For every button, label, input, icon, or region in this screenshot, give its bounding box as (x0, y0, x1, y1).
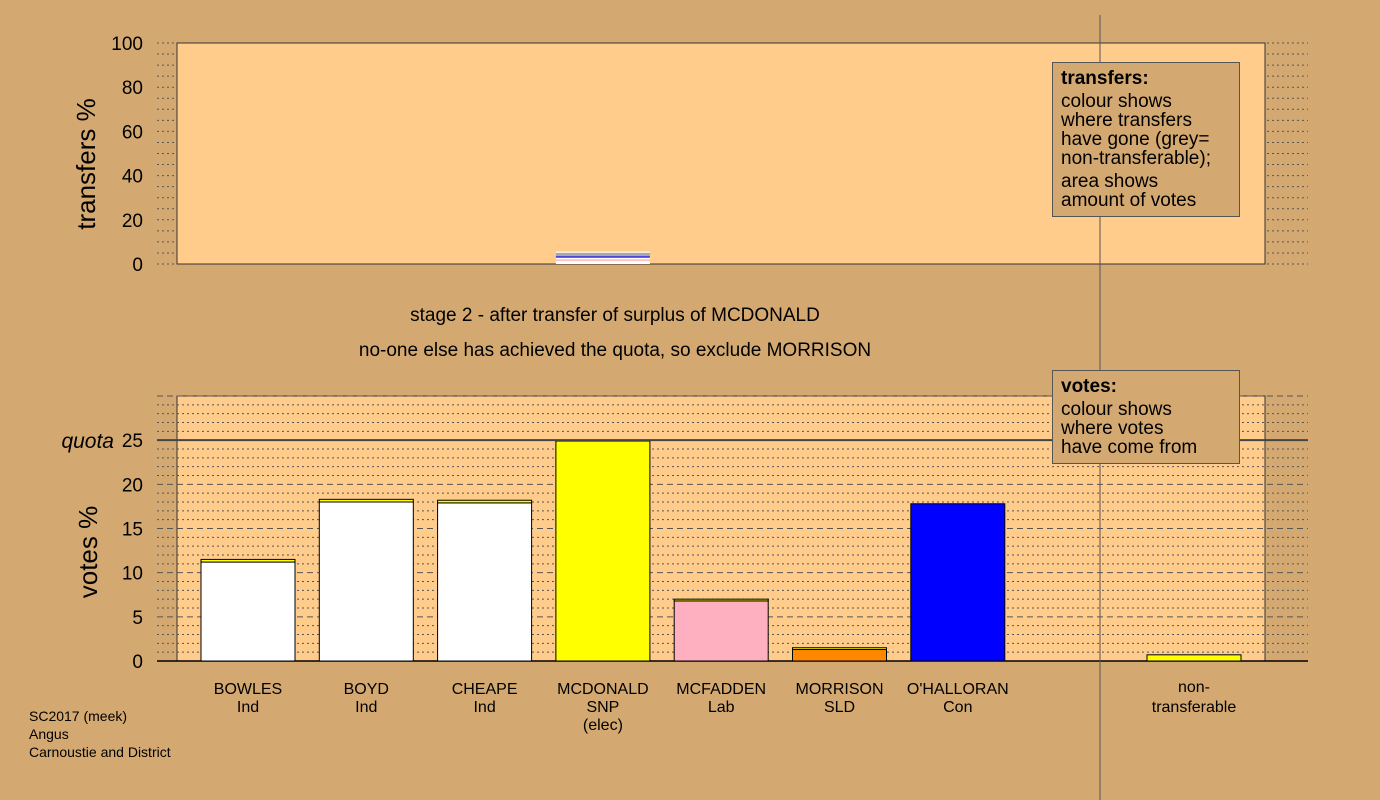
transfers-legend-line: have gone (grey= (1061, 129, 1210, 150)
transfer-segment (555, 259, 650, 261)
vote-bar-morrison (792, 649, 887, 662)
vote-bar-transfer-segment (792, 647, 887, 651)
votes-y-tick-label: 25 (122, 431, 143, 452)
transfers-legend-line: colour shows (1061, 91, 1172, 112)
transfer-segment (555, 257, 650, 260)
vote-bar-boyd (318, 501, 414, 662)
action-caption: no-one else has achieved the quota, so e… (358, 340, 872, 361)
candidate-name-label: BOYD (344, 681, 389, 698)
votes-y-tick-label: 10 (122, 564, 143, 585)
transfers-y-axis-label: transfers % (71, 98, 101, 230)
candidate-party-label: Lab (708, 699, 735, 716)
transfers-y-tick-label: 20 (122, 211, 143, 232)
vote-bar-transfer-segment (318, 498, 414, 503)
transfer-segment (555, 256, 650, 258)
candidate-name-label: O'HALLORAN (907, 681, 1009, 698)
candidate-party-label: Ind (237, 699, 259, 716)
candidate-name-label: MORRISON (796, 681, 884, 698)
transfers-legend-line: non-transferable); (1061, 148, 1211, 169)
vote-bar-ohalloran (910, 503, 1006, 662)
vote-bar-mcfadden (673, 600, 769, 662)
transfers-legend-line: amount of votes (1061, 190, 1197, 211)
transfers-y-tick-label: 60 (122, 122, 143, 143)
candidate-party-label: Ind (473, 699, 495, 716)
transfers-y-tick-label: 40 (122, 167, 143, 188)
candidate-name-label: BOWLES (214, 681, 282, 698)
vote-bar-transfer-segment (437, 499, 533, 504)
votes-y-tick-label: 0 (132, 652, 143, 673)
transfers-legend: transfers: colour shows where transfers … (1052, 62, 1240, 217)
transfers-y-tick-label: 0 (132, 255, 143, 276)
votes-legend-line: colour shows (1061, 399, 1172, 420)
vote-bar-cheape (437, 502, 533, 662)
non-transferable-bar (1146, 654, 1242, 662)
stage-caption: stage 2 - after transfer of surplus of M… (410, 305, 820, 326)
votes-legend-title: votes: (1061, 376, 1117, 397)
transfers-y-tick-label: 100 (111, 34, 143, 55)
candidate-party-label: Ind (355, 699, 377, 716)
transfers-y-ticks: 0 20 40 60 80 100 (111, 34, 143, 276)
transfer-segment (555, 252, 650, 257)
footer-election: SC2017 (meek) (29, 708, 128, 724)
votes-y-tick-label: 5 (132, 608, 143, 629)
candidate-party-label: SNP (586, 699, 619, 716)
footer-council: Angus (29, 726, 69, 742)
votes-y-tick-label: 15 (122, 520, 143, 541)
vote-bar-bowles (200, 561, 296, 662)
votes-legend-line: where votes (1061, 418, 1164, 439)
votes-y-ticks: 0 5 10 15 20 25 (122, 431, 143, 673)
vote-bar-transfer-segment (200, 558, 296, 563)
candidate-status-label: (elec) (583, 717, 623, 734)
quota-label: quota (61, 430, 114, 453)
transfers-legend-title: transfers: (1061, 68, 1149, 89)
candidate-name-label: CHEAPE (452, 681, 518, 698)
votes-y-tick-label: 20 (122, 475, 143, 496)
candidate-party-label: Con (943, 699, 972, 716)
transfers-y-tick-label: 80 (122, 78, 143, 99)
vote-bar-transfer-segment (673, 598, 769, 602)
votes-y-axis-label: votes % (73, 506, 103, 599)
candidate-name-label: MCDONALD (557, 681, 649, 698)
transfers-bars (555, 251, 650, 264)
footer-info: SC2017 (meek) Angus Carnoustie and Distr… (29, 707, 171, 761)
candidate-party-label: SLD (824, 699, 855, 716)
transfer-segment (555, 261, 650, 264)
footer-ward: Carnoustie and District (29, 744, 171, 760)
votes-x-labels: BOWLESIndBOYDIndCHEAPEIndMCDONALDSNP(ele… (214, 679, 1237, 734)
non-transferable-label: transferable (1152, 699, 1237, 716)
transfers-legend-line: area shows (1061, 171, 1159, 192)
votes-legend: votes: colour shows where votes have com… (1052, 370, 1240, 464)
votes-bars (200, 440, 1242, 662)
non-transferable-label: non- (1178, 679, 1210, 696)
transfers-legend-line: where transfers (1061, 110, 1192, 131)
transfer-segment (555, 260, 650, 262)
vote-bar-mcdonald (555, 440, 651, 662)
transfer-segment (555, 251, 650, 253)
candidate-name-label: MCFADDEN (676, 681, 766, 698)
votes-legend-line: have come from (1061, 437, 1198, 458)
